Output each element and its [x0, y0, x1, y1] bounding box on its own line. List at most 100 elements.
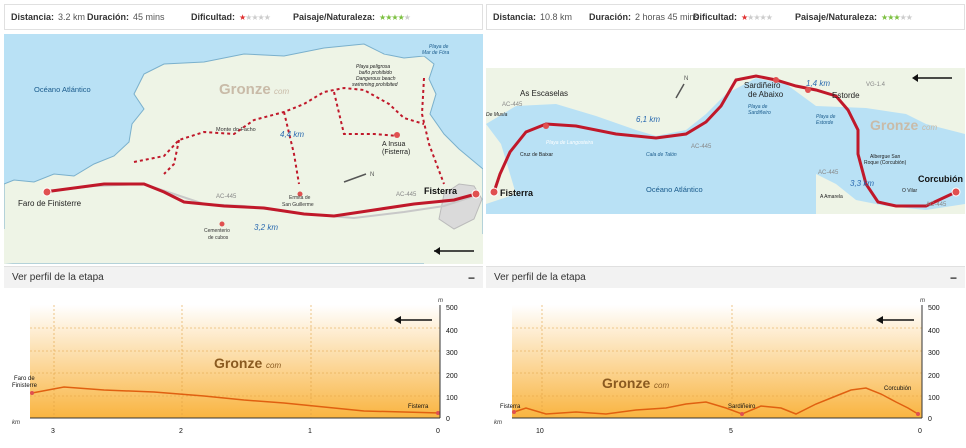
y-tick: 400 — [928, 328, 940, 335]
profile-brand-suffix: com — [266, 361, 281, 370]
place-playa-est-1: Playa de — [816, 114, 836, 120]
x-tick: 2 — [179, 428, 183, 435]
profile-toggle-bar[interactable]: Ver perfil de la etapa − — [486, 266, 965, 288]
y-tick: 400 — [446, 328, 458, 335]
y-tick: 100 — [928, 395, 940, 402]
profile-mid-label: Sardiñeiro — [728, 404, 756, 410]
x-tick: 1 — [308, 428, 312, 435]
x-tick: 10 — [536, 428, 544, 435]
start-marker-icon — [489, 187, 499, 197]
place-ermita-1: Ermita de — [289, 195, 311, 201]
landscape-stars-icon: ★★★★★ — [379, 12, 411, 22]
warning-line-1: Playa peligrosa — [356, 64, 390, 70]
difficulty-stat: Dificultad: ★★★★★ — [191, 12, 293, 22]
direction-arrow-icon — [912, 74, 918, 82]
place-amarela: A Amarela — [820, 194, 843, 200]
brand-suffix: com — [922, 123, 937, 132]
landscape-stars-icon: ★★★★★ — [881, 12, 913, 22]
profile-header: Ver perfil de la etapa — [494, 272, 586, 283]
ermita-marker-icon — [297, 191, 303, 197]
y-tick: 300 — [928, 350, 940, 357]
compass-icon: N — [684, 76, 688, 82]
brand-watermark: Gronze — [870, 117, 918, 133]
place-faro: Faro de Finisterre — [18, 199, 82, 208]
road-ac445-c: AC-445 — [818, 170, 839, 176]
distance-label: Distancia: — [493, 12, 537, 22]
profile-brand: Gronze — [602, 375, 650, 391]
difficulty-stars-icon: ★★★★★ — [239, 12, 271, 22]
distance-label-1: 6,1 km — [636, 115, 660, 124]
road-ac445-b: AC-445 — [691, 144, 712, 150]
distance-label: Distancia: — [11, 12, 55, 22]
profile-end-label: Corcubión — [884, 386, 911, 392]
place-estorde: Estorde — [832, 91, 860, 100]
warning-line-3: Dangerous beach — [356, 76, 396, 82]
warning-line-2: baño prohibido — [359, 70, 392, 76]
cementerio-marker-icon — [219, 221, 225, 227]
distance-label-2: 1,4 km — [806, 79, 830, 88]
distance-label-2: 4,4 km — [280, 130, 304, 139]
ocean-label: Océano Atlántico — [646, 185, 703, 194]
place-insua-1: A Insua — [382, 141, 405, 148]
profile-brand-suffix: com — [654, 381, 669, 390]
place-monte: Monte do Facho — [216, 127, 256, 133]
place-sardineiro-2: de Abaixo — [748, 90, 784, 99]
place-cruz: Cruz de Baixar — [520, 152, 553, 158]
sardineiro-marker-icon — [773, 77, 779, 83]
road-ac445-b: AC-445 — [396, 192, 417, 198]
difficulty-stat: Dificultad: ★★★★★ — [693, 12, 795, 22]
difficulty-label: Dificultad: — [191, 12, 235, 22]
ocean-label: Océano Atlántico — [34, 85, 91, 94]
duration-value: 2 horas 45 mins — [635, 12, 700, 22]
y-tick: 0 — [928, 416, 932, 423]
y-tick: 500 — [928, 305, 940, 312]
duration-label: Duración: — [589, 12, 632, 22]
brand-watermark: Gronze — [219, 81, 271, 98]
place-escaselas: As Escaselas — [520, 89, 568, 98]
difficulty-stars-icon: ★★★★★ — [741, 12, 773, 22]
stage-stats-bar: Distancia: 10.8 km Duración: 2 horas 45 mi… — [486, 4, 965, 30]
collapse-icon[interactable]: − — [949, 270, 957, 285]
y-tick: 0 — [446, 416, 450, 423]
place-cementerio-1: Cementerio — [204, 228, 230, 234]
landscape-stat: Paisaje/Naturaleza: ★★★★★ — [795, 12, 913, 22]
place-albergue-1: Albergue San — [870, 154, 901, 160]
escaselas-marker-icon — [543, 123, 549, 129]
left-stage-panel: Distancia: 3.2 km Duración: 45 mins Dificu… — [4, 0, 483, 448]
brand-suffix: com — [274, 87, 289, 96]
y-tick: 100 — [446, 395, 458, 402]
estorde-marker-icon — [805, 87, 811, 93]
profile-brand: Gronze — [214, 355, 262, 371]
collapse-icon[interactable]: − — [467, 270, 475, 285]
road-ac445-a: AC-445 — [216, 194, 237, 200]
place-insua-2: (Fisterra) — [382, 149, 410, 156]
distance-value: 3.2 km — [58, 12, 86, 22]
landscape-label: Paisaje/Naturaleza: — [795, 12, 878, 22]
warning-line-4: swimming prohibited — [352, 82, 398, 88]
y-tick: 200 — [928, 373, 940, 380]
stage-stats-bar: Distancia: 3.2 km Duración: 45 mins Dificu… — [4, 4, 483, 30]
y-tick: 500 — [446, 305, 458, 312]
elevation-profile: Gronze com Fisterra Sardiñeiro Corcubión… — [494, 298, 940, 435]
place-talon: Cala de Talón — [646, 152, 677, 158]
y-tick: 300 — [446, 350, 458, 357]
profile-start-label: Fisterra — [500, 404, 521, 410]
direction-arrow-icon — [434, 247, 440, 255]
duration-stat: Duración: 2 horas 45 mins — [589, 12, 699, 22]
profile-toggle-bar[interactable]: Ver perfil de la etapa − — [4, 266, 483, 288]
road-ac445-d: AC-445 — [926, 202, 947, 208]
place-corcubion: Corcubión — [918, 174, 963, 184]
place-playa-est-2: Estorde — [816, 120, 833, 126]
route-map: Océano Atlántico Gronze com Faro de Fini… — [4, 34, 483, 264]
distance-stat: Distancia: 10.8 km — [493, 12, 589, 22]
landscape-stat: Paisaje/Naturaleza: ★★★★★ — [293, 12, 411, 22]
place-sardineiro-1: Sardiñeiro — [744, 81, 781, 90]
profile-end-label: Fisterra — [408, 404, 429, 410]
x-tick: 3 — [51, 428, 55, 435]
distance-label-1: 3,2 km — [254, 223, 278, 232]
place-cementerio-2: de cubos — [208, 235, 229, 241]
profile-header: Ver perfil de la etapa — [12, 272, 104, 283]
end-marker-icon — [471, 189, 481, 199]
route-map: Océano Atlántico Gronze com As Escaselas… — [486, 34, 965, 264]
distance-stat: Distancia: 3.2 km — [11, 12, 87, 22]
